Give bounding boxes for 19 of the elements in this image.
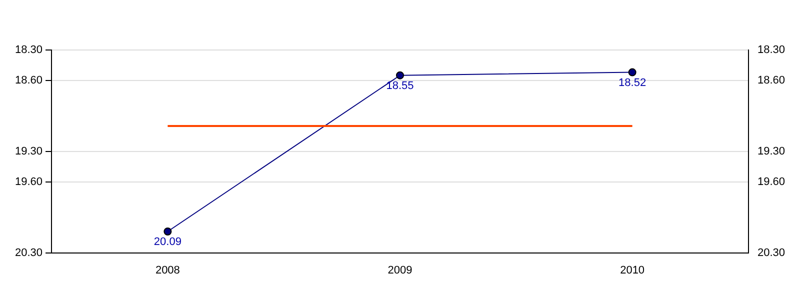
y2-tick-label: 19.30 — [757, 145, 786, 158]
y2-tick-label: 19.60 — [757, 176, 786, 188]
point — [628, 68, 636, 76]
y-tick-label: 18.60 — [14, 74, 43, 86]
y2-tick-label: 18.30 — [757, 44, 786, 56]
data-label: 18.52 — [618, 76, 646, 89]
y-tick-label: 18.30 — [14, 44, 43, 56]
point — [164, 228, 172, 236]
x-tick-label: 2010 — [620, 264, 645, 276]
x-tick-label: 2009 — [388, 264, 412, 276]
y-tick-label: 19.30 — [14, 145, 43, 158]
y2-tick-label: 20.30 — [757, 246, 786, 259]
point — [396, 71, 404, 80]
data-label: 20.09 — [154, 236, 182, 248]
y-tick-label: 19.60 — [14, 176, 43, 188]
x-tick-label: 2008 — [155, 264, 180, 276]
data-label: 18.55 — [386, 80, 414, 92]
y2-tick-label: 18.60 — [757, 74, 786, 86]
y-tick-label: 20.30 — [14, 246, 43, 259]
